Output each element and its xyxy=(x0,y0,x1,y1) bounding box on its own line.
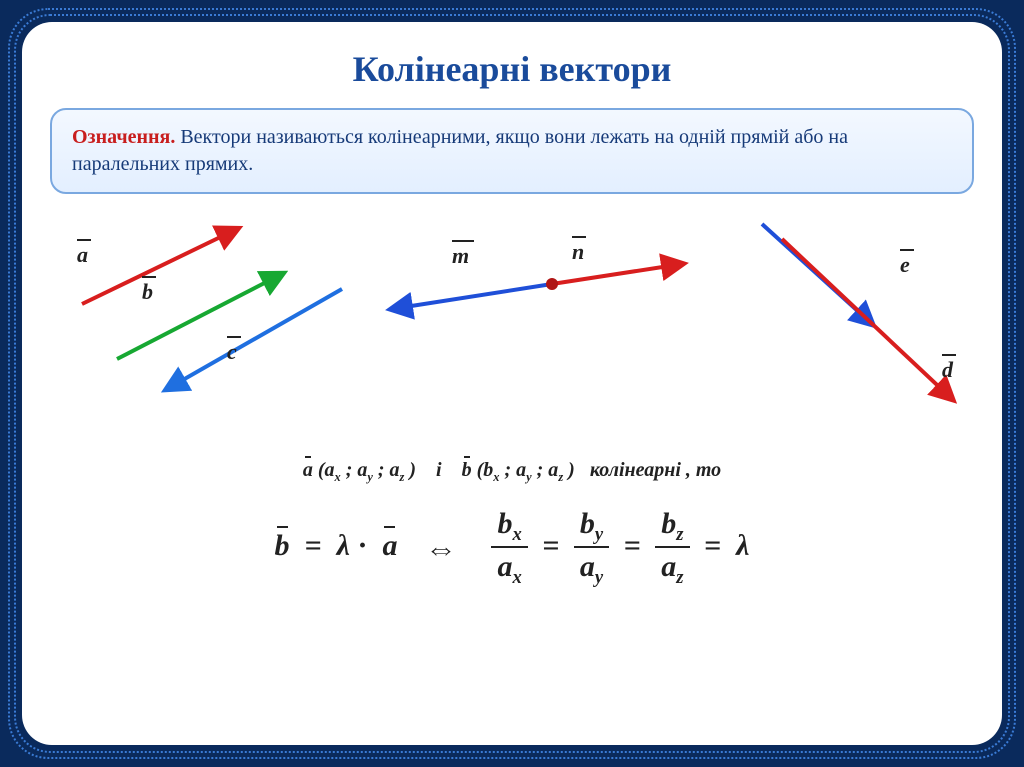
definition-lead: Означення. xyxy=(72,126,175,148)
definition-box: Означення. Вектори називаються колінеарн… xyxy=(50,108,974,194)
origin-dot xyxy=(546,278,558,290)
vector-d xyxy=(782,239,952,399)
label-n: n xyxy=(572,236,586,265)
label-b: b xyxy=(142,276,156,305)
label-e: e xyxy=(900,249,914,278)
label-c: c xyxy=(227,336,241,365)
lambda-equation: b = λ · a ⇔ bxax = byay = bzaz = λ xyxy=(22,507,1002,589)
vector-svg xyxy=(22,194,1002,454)
vector-c xyxy=(167,289,342,389)
iff-icon: ⇔ xyxy=(425,530,457,567)
label-d: d xyxy=(942,354,956,383)
vector-a xyxy=(82,229,237,304)
formulas: a (ax ; ay ; az ) і b (bx ; ay ; az ) ко… xyxy=(22,456,1002,589)
vector-n xyxy=(552,264,682,284)
vector-diagram: a b c m n e d xyxy=(22,194,1002,454)
slide-title: Колінеарні вектори xyxy=(22,48,1002,90)
collinear-statement: a (ax ; ay ; az ) і b (bx ; ay ; az ) ко… xyxy=(22,456,1002,485)
label-a: a xyxy=(77,239,91,268)
definition-text: Вектори називаються колінеарними, якщо в… xyxy=(72,126,848,175)
vector-m xyxy=(392,284,552,309)
slide-content: Колінеарні вектори Означення. Вектори на… xyxy=(22,22,1002,745)
label-m: m xyxy=(452,240,474,269)
